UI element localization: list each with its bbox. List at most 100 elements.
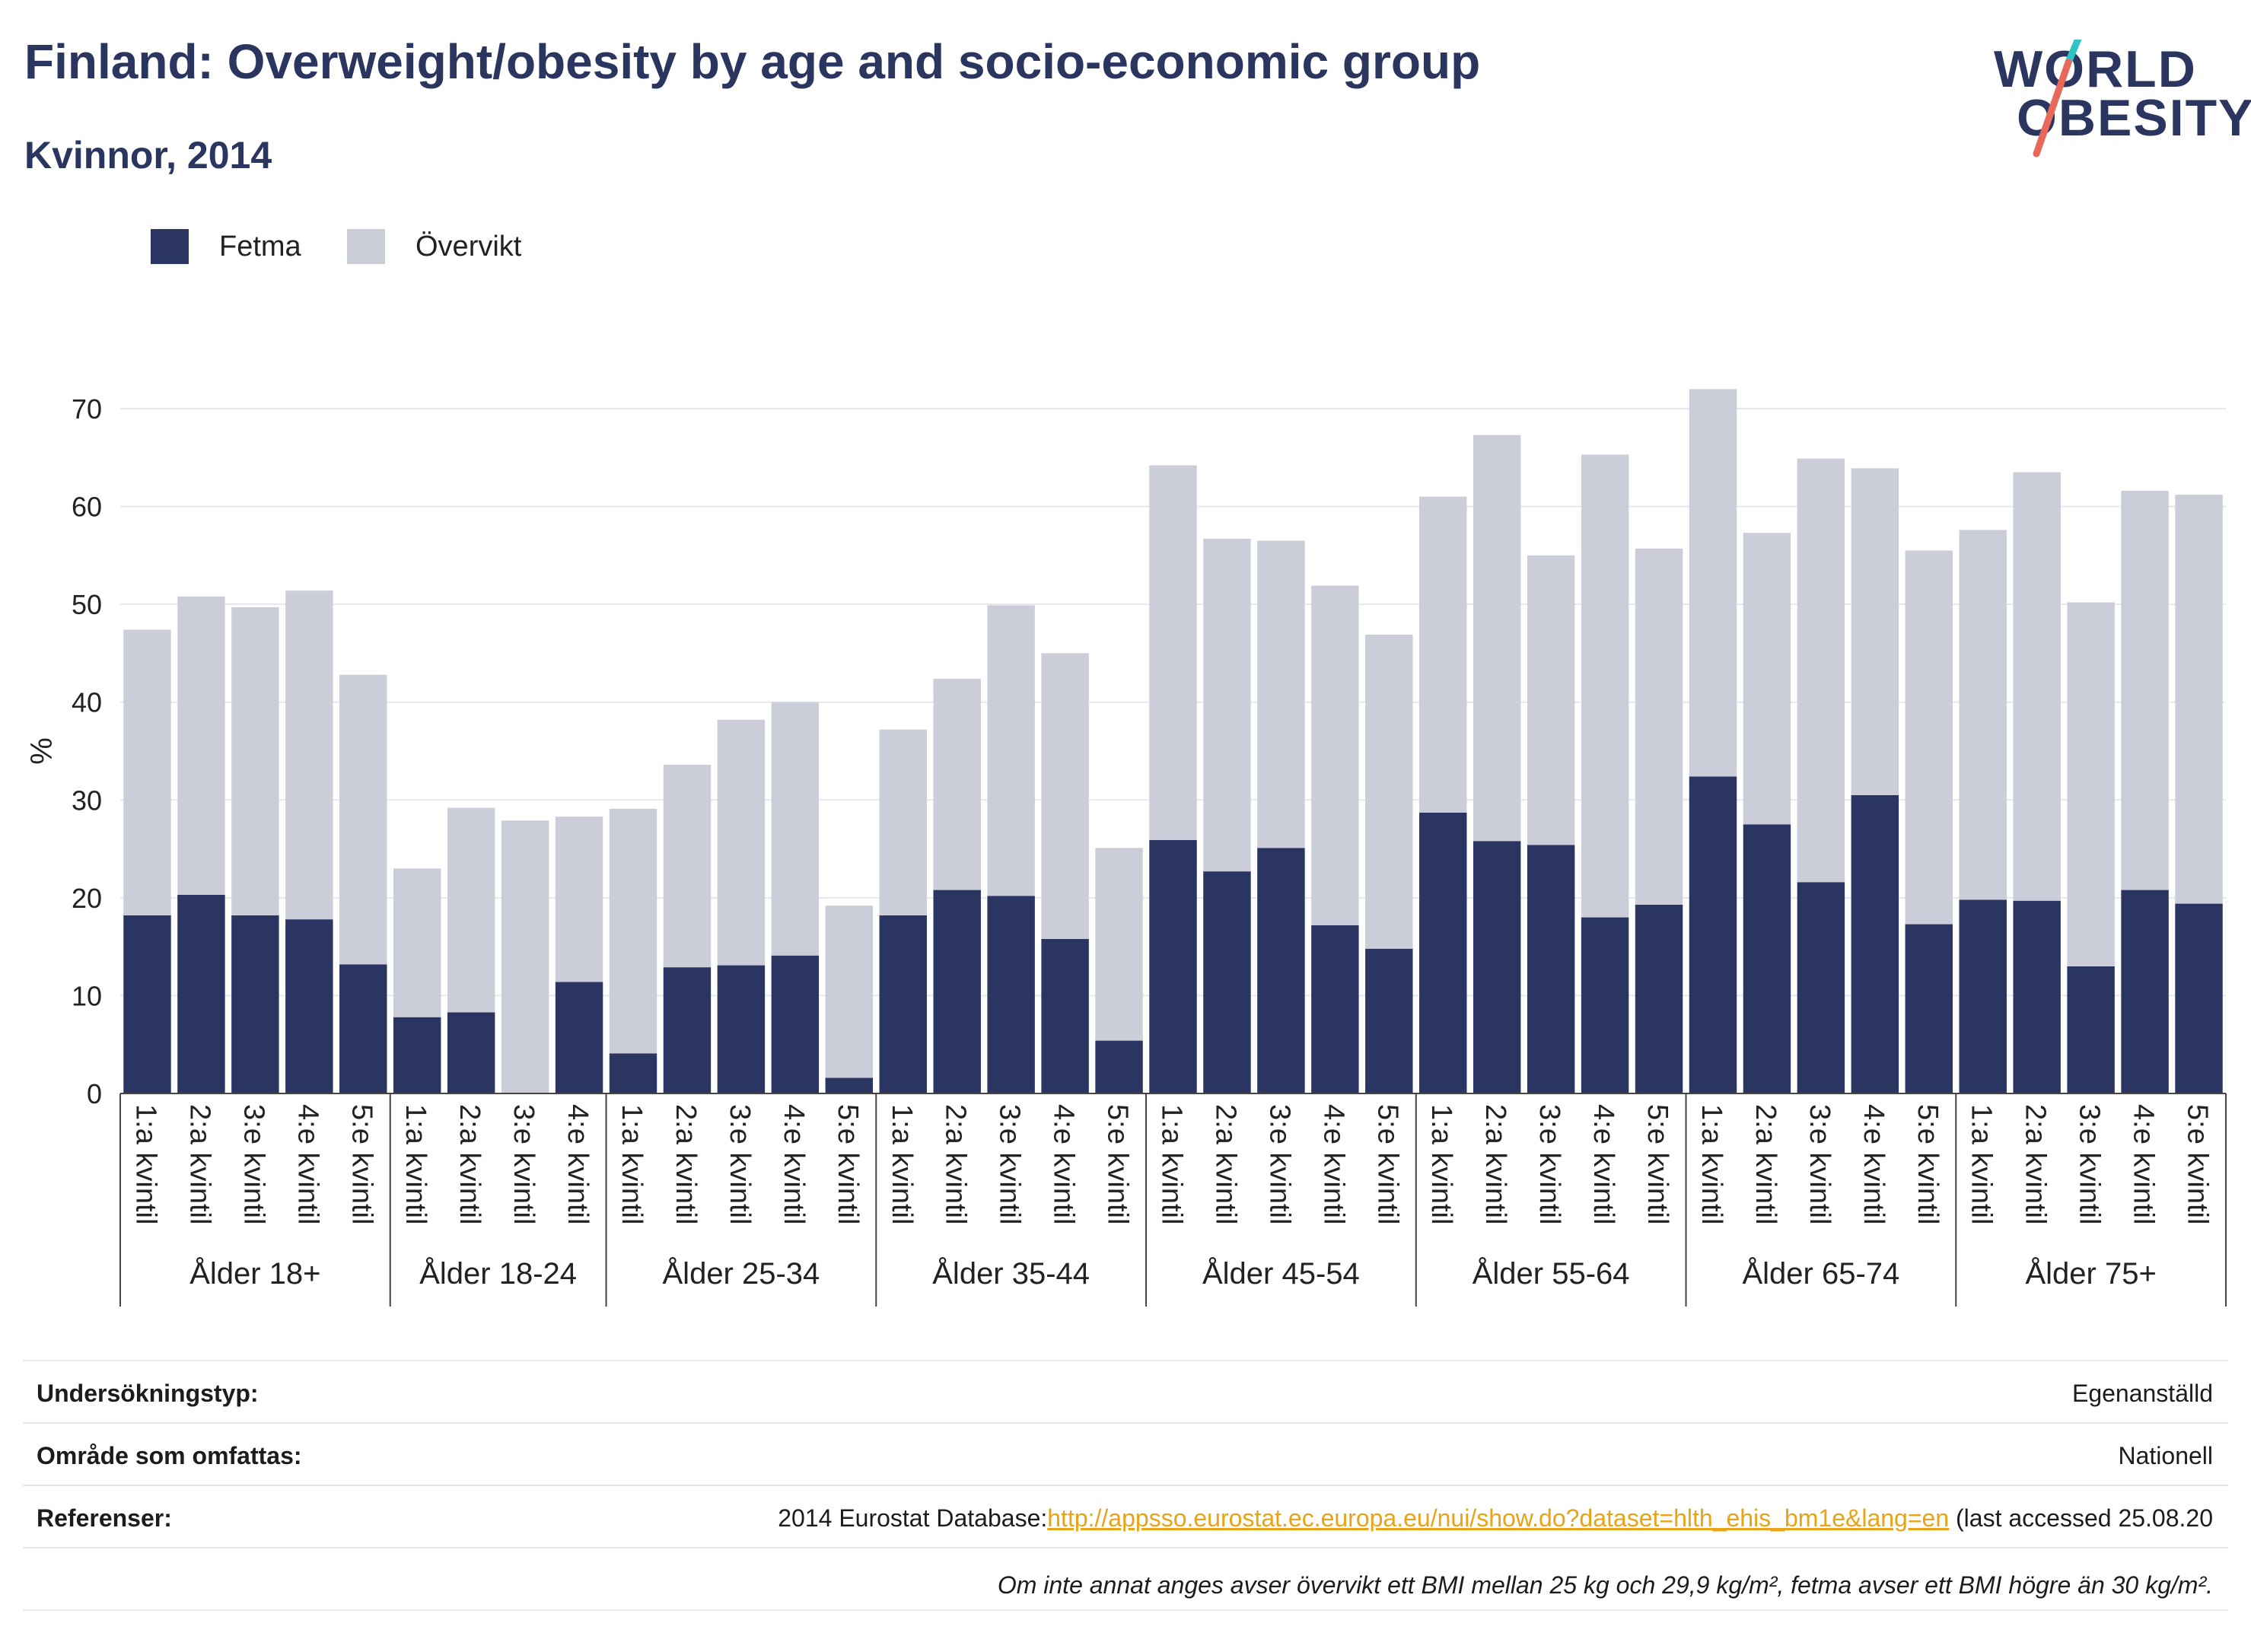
x-tick-label: 1:a kvintil (616, 1104, 648, 1224)
bar-overvikt (1203, 539, 1251, 872)
bar-overvikt (879, 729, 927, 915)
x-tick-label: 3:e kvintil (994, 1104, 1026, 1224)
bar-overvikt (177, 596, 225, 895)
references-label: Referenser: (37, 1504, 172, 1532)
bar-fetma (717, 965, 766, 1093)
group-label: Ålder 35-44 (932, 1256, 1090, 1291)
bar-fetma (177, 895, 225, 1093)
chart-subtitle: Kvinnor, 2014 (24, 134, 272, 177)
bar-overvikt (1635, 548, 1683, 905)
stacked-bar-chart: 0 10 20 30 40 50 60 70% 1:a kvintil 2:a kvintil 3:… (25, 389, 2227, 1307)
bar-overvikt (1905, 550, 1953, 925)
bar-overvikt (555, 816, 603, 982)
coverage-label: Område som omfattas: (37, 1442, 302, 1469)
bar-overvikt (1365, 635, 1413, 949)
bar-fetma (2121, 890, 2169, 1093)
group-label: Ålder 45-54 (1202, 1256, 1360, 1291)
group-label: Ålder 18+ (189, 1256, 320, 1291)
x-tick-label: 3:e kvintil (2074, 1104, 2106, 1224)
bar-fetma (1419, 813, 1467, 1093)
bar-overvikt (609, 808, 657, 1054)
bar-overvikt (501, 820, 549, 1093)
bar-fetma (933, 890, 981, 1093)
group-label: Ålder 25-34 (663, 1256, 820, 1291)
x-tick-label: 5:e kvintil (1102, 1104, 1134, 1224)
bar-overvikt (1473, 434, 1521, 842)
x-tick-label: 5:e kvintil (1912, 1104, 1944, 1224)
bar-overvikt (771, 702, 820, 956)
bar-overvikt (663, 765, 712, 968)
group-label: Ålder 65-74 (1742, 1256, 1899, 1291)
footer-row-coverage: Område som omfattas: Nationell (23, 1422, 2228, 1485)
x-tick-label: 2:a kvintil (183, 1104, 215, 1224)
footer-row-note: Om inte annat anges avser övervikt ett B… (23, 1547, 2228, 1609)
bar-overvikt (1743, 533, 1791, 825)
legend-item-fetma[interactable]: Fetma (151, 227, 301, 266)
bar-overvikt (393, 868, 441, 1017)
bar-overvikt (1851, 468, 1899, 795)
footer-row-survey-type: Undersökningstyp: Egenanställd (23, 1360, 2228, 1422)
bar-overvikt (231, 607, 279, 915)
bar-fetma (1797, 882, 1845, 1093)
bar-overvikt (1041, 653, 1089, 939)
coverage-value: Nationell (2118, 1442, 2213, 1469)
bar-overvikt (1959, 530, 2007, 900)
bar-overvikt (123, 629, 171, 915)
group-label: Ålder 55-64 (1473, 1256, 1630, 1291)
x-tick-label: 2:a kvintil (1750, 1104, 1781, 1224)
x-tick-label: 5:e kvintil (1371, 1104, 1403, 1224)
bar-fetma (2175, 903, 2223, 1093)
bar-fetma (1851, 794, 1899, 1093)
x-tick-label: 4:e kvintil (1317, 1104, 1349, 1224)
bar-fetma (1905, 924, 1953, 1093)
footer-bottom-rule (23, 1609, 2228, 1611)
group-label: Ålder 75+ (2025, 1256, 2156, 1291)
bar-overvikt (1311, 585, 1359, 925)
x-tick-label: 4:e kvintil (778, 1104, 810, 1224)
logo-slash-icon (2033, 40, 2082, 158)
bar-overvikt (1581, 454, 1629, 918)
bar-overvikt (2175, 495, 2223, 904)
bar-overvikt (447, 807, 495, 1013)
y-tick-label: 20 (72, 883, 102, 914)
y-tick-label: 70 (72, 393, 102, 425)
bar-overvikt (1797, 458, 1845, 883)
x-tick-label: 3:e kvintil (724, 1104, 756, 1224)
x-tick-label: 2:a kvintil (1209, 1104, 1241, 1224)
bar-fetma (231, 915, 279, 1093)
x-tick-label: 2:a kvintil (670, 1104, 702, 1224)
x-tick-label: 4:e kvintil (2128, 1104, 2160, 1224)
bar-fetma (1203, 871, 1251, 1093)
bar-overvikt (2121, 491, 2169, 890)
y-tick-label: 0 (87, 1078, 102, 1109)
bar-overvikt (987, 605, 1035, 896)
y-tick-label: 50 (72, 589, 102, 620)
y-tick-label: 60 (72, 492, 102, 523)
x-tick-label: 3:e kvintil (237, 1104, 269, 1224)
group-label: Ålder 18-24 (419, 1256, 577, 1291)
bar-overvikt (1527, 555, 1575, 845)
x-tick-label: 1:a kvintil (129, 1104, 161, 1224)
bar-fetma (1095, 1040, 1143, 1093)
x-tick-label: 3:e kvintil (508, 1104, 540, 1224)
x-tick-label: 1:a kvintil (1156, 1104, 1188, 1224)
x-tick-label: 1:a kvintil (1425, 1104, 1457, 1224)
legend-label-overvikt: Övervikt (415, 230, 522, 263)
y-tick-label: 40 (72, 687, 102, 718)
reference-suffix: (last accessed 25.08.20 (1949, 1504, 2213, 1532)
x-tick-label: 2:a kvintil (1479, 1104, 1511, 1224)
legend-item-overvikt[interactable]: Övervikt (347, 227, 521, 266)
x-tick-label: 5:e kvintil (832, 1104, 864, 1224)
bar-fetma (1365, 948, 1413, 1093)
reference-link[interactable]: http://appsso.eurostat.ec.europa.eu/nui/… (1047, 1504, 1950, 1532)
bar-overvikt (1689, 389, 1737, 777)
bar-overvikt (825, 906, 874, 1078)
bar-overvikt (1095, 848, 1143, 1041)
x-tick-label: 2:a kvintil (454, 1104, 486, 1224)
x-tick-label: 1:a kvintil (1695, 1104, 1727, 1224)
x-tick-label: 3:e kvintil (1804, 1104, 1836, 1224)
chart-title: Finland: Overweight/obesity by age and s… (24, 34, 1481, 89)
bar-fetma (555, 982, 603, 1093)
bar-fetma (2067, 966, 2115, 1093)
x-tick-label: 3:e kvintil (1533, 1104, 1565, 1224)
